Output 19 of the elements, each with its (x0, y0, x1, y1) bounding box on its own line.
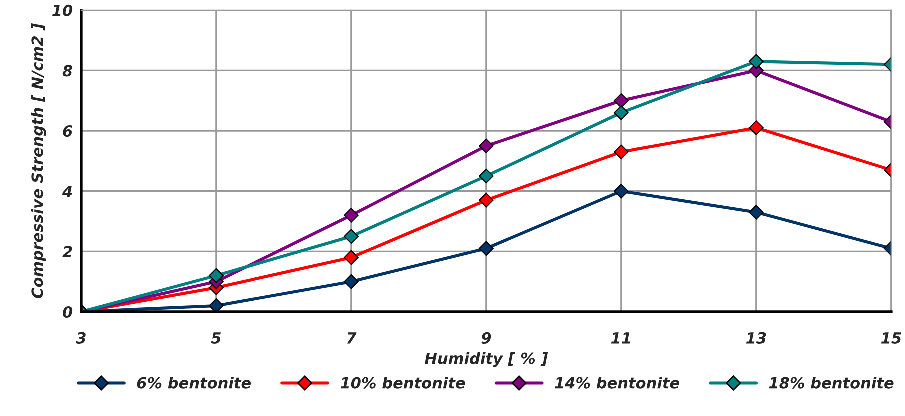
legend-label: 6% bentonite (137, 377, 252, 389)
x-tick-label: 3 (76, 332, 86, 344)
legend-label: 10% bentonite (340, 377, 466, 389)
legend-label: 14% bentonite (555, 377, 680, 389)
x-tick-label: 13 (746, 332, 766, 344)
x-tick-label: 15 (881, 332, 902, 344)
legend-label: 18% bentonite (769, 377, 894, 389)
y-tick-label: 2 (62, 246, 72, 258)
x-tick-label: 7 (347, 332, 357, 344)
y-axis-title: Compressive Strength [ N/cm2 ] (31, 24, 46, 298)
x-tick-label: 11 (611, 332, 630, 344)
x-tick-label: 5 (211, 332, 221, 344)
y-tick-label: 0 (63, 306, 73, 318)
y-tick-label: 6 (63, 126, 73, 138)
x-axis-title: Humidity [ % ] (425, 352, 548, 368)
x-tick-label: 9 (482, 332, 492, 344)
y-tick-label: 10 (52, 4, 73, 16)
y-tick-label: 8 (62, 65, 73, 77)
y-tick-label: 4 (62, 186, 72, 198)
